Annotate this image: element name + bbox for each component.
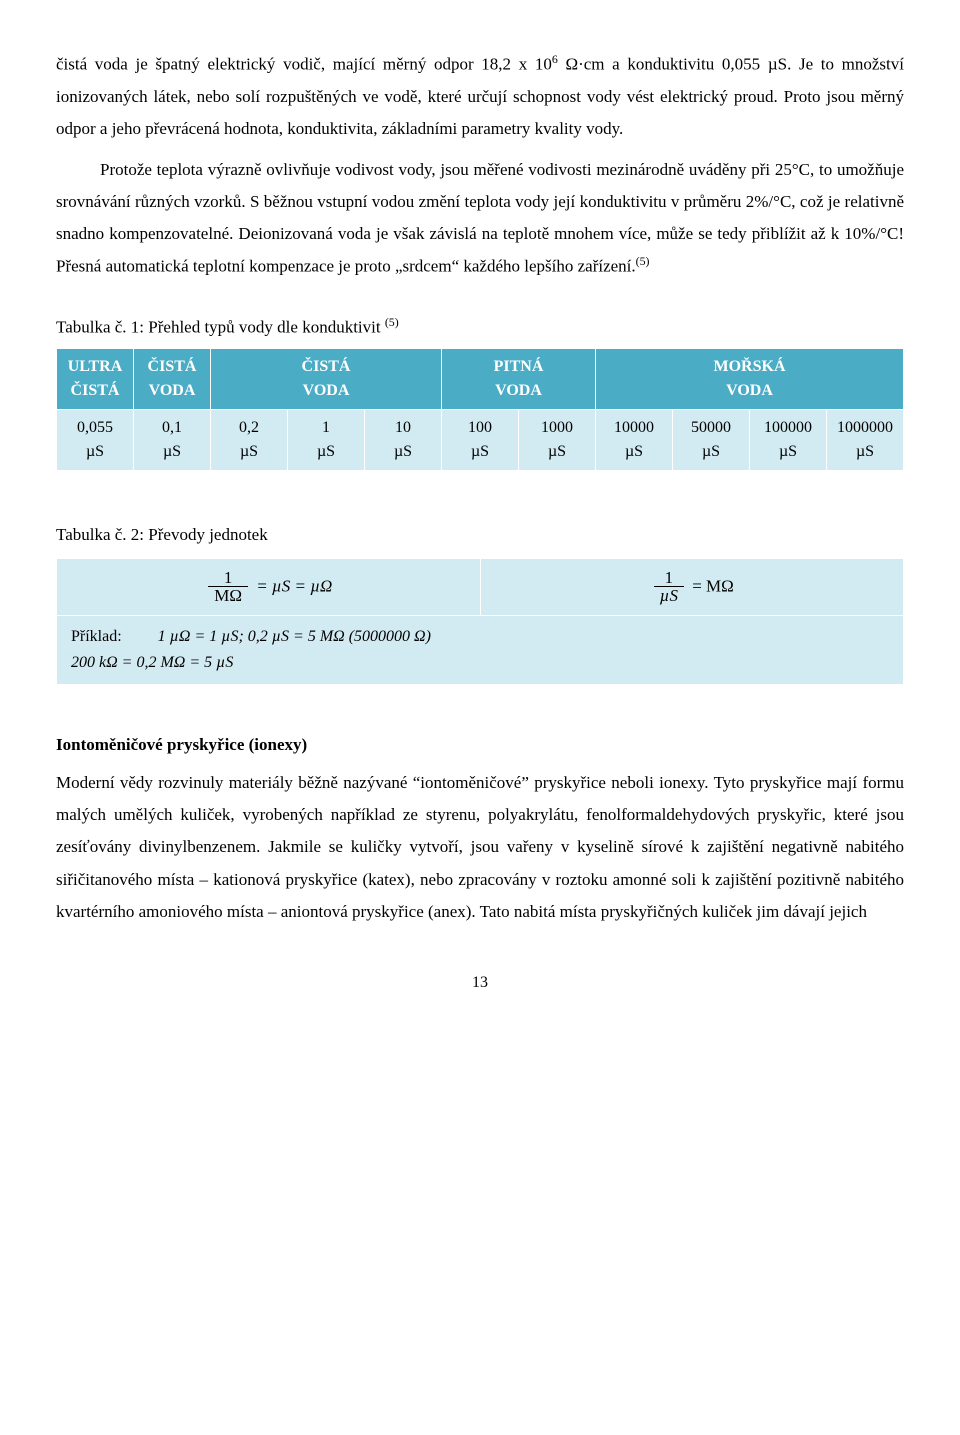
example-cell: Příklad: 1 µΩ = 1 µS; 0,2 µS = 5 MΩ (500… (57, 616, 904, 684)
table-data-cell: 0,1µS (134, 410, 211, 471)
table-data-cell: 100000µS (750, 410, 827, 471)
formula-row: 1 MΩ = µS = µΩ 1 µS = MΩ (57, 558, 904, 616)
paragraph-2: Protože teplota výrazně ovlivňuje vodivo… (56, 154, 904, 284)
paragraph-1: čistá voda je špatný elektrický vodič, m… (56, 48, 904, 146)
fraction-1-num: 1 (208, 569, 248, 588)
section-heading-ionexy: Iontoměničové pryskyřice (ionexy) (56, 729, 904, 761)
table-header-cell: ČISTÁVODA (134, 349, 211, 410)
fraction-2-num: 1 (654, 569, 684, 588)
paragraph-2-ref: (5) (636, 254, 650, 268)
table-header-cell: ČISTÁVODA (211, 349, 442, 410)
table-data-cell: 1µS (288, 410, 365, 471)
table-header-row: ULTRAČISTÁČISTÁVODAČISTÁVODAPITNÁVODAMOŘ… (57, 349, 904, 410)
formula-cell-2: 1 µS = MΩ (480, 558, 904, 616)
table-header-cell: ULTRAČISTÁ (57, 349, 134, 410)
table-data-row: 0,055µS0,1µS0,2µS1µS10µS100µS1000µS10000… (57, 410, 904, 471)
page-number: 13 (56, 968, 904, 998)
example-row: Příklad: 1 µΩ = 1 µS; 0,2 µS = 5 MΩ (500… (57, 616, 904, 684)
table-data-cell: 50000µS (673, 410, 750, 471)
example-label: Příklad: (71, 628, 122, 645)
fraction-2: 1 µS (654, 569, 684, 606)
table-data-cell: 1000000µS (827, 410, 904, 471)
table-data-cell: 10µS (365, 410, 442, 471)
fraction-1: 1 MΩ (208, 569, 248, 606)
unit-conversion-table: 1 MΩ = µS = µΩ 1 µS = MΩ Příklad: 1 µΩ =… (56, 558, 904, 685)
table-1-caption-ref: (5) (385, 315, 399, 329)
fraction-2-den: µS (654, 587, 684, 605)
paragraph-1-text-a: čistá voda je špatný elektrický vodič, m… (56, 55, 552, 74)
fraction-1-den: MΩ (208, 587, 248, 605)
table-header-cell: PITNÁVODA (442, 349, 596, 410)
table-data-cell: 0,055µS (57, 410, 134, 471)
example-line-2: 200 kΩ = 0,2 MΩ = 5 µS (71, 654, 233, 671)
paragraph-2-text: Protože teplota výrazně ovlivňuje vodivo… (56, 160, 904, 277)
example-line-1: 1 µΩ = 1 µS; 0,2 µS = 5 MΩ (5000000 Ω) (158, 628, 431, 645)
table-data-cell: 100µS (442, 410, 519, 471)
table-data-cell: 1000µS (519, 410, 596, 471)
paragraph-3: Moderní vědy rozvinuly materiály běžně n… (56, 767, 904, 928)
formula-cell-1: 1 MΩ = µS = µΩ (57, 558, 481, 616)
formula-2-rhs: = MΩ (692, 576, 734, 595)
table-header-cell: MOŘSKÁVODA (596, 349, 904, 410)
conductivity-table: ULTRAČISTÁČISTÁVODAČISTÁVODAPITNÁVODAMOŘ… (56, 348, 904, 471)
table-1-caption: Tabulka č. 1: Přehled typů vody dle kond… (56, 311, 904, 344)
formula-1-rhs: = µS = µΩ (256, 576, 332, 595)
table-2-caption: Tabulka č. 2: Převody jednotek (56, 519, 904, 551)
table-data-cell: 0,2µS (211, 410, 288, 471)
table-1-caption-text: Tabulka č. 1: Přehled typů vody dle kond… (56, 318, 385, 337)
table-data-cell: 10000µS (596, 410, 673, 471)
